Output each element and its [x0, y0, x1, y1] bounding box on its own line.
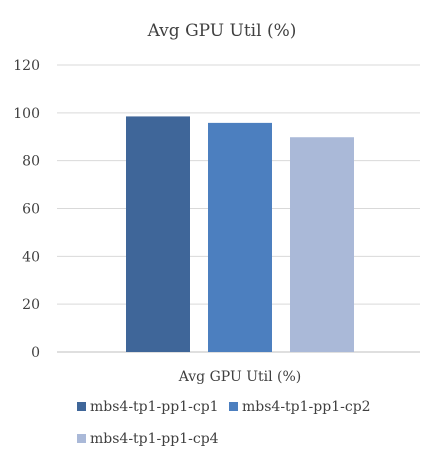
x-category-label: Avg GPU Util (%) [178, 369, 302, 385]
bar-mbs4-tp1-pp1-cp4 [290, 137, 354, 352]
legend-label: mbs4-tp1-pp1-cp2 [242, 399, 371, 415]
legend-label: mbs4-tp1-pp1-cp4 [90, 431, 219, 447]
bar-mbs4-tp1-pp1-cp2 [208, 122, 272, 353]
y-tick-label: 0 [31, 345, 40, 361]
legend-swatch [229, 402, 238, 411]
legend-label: mbs4-tp1-pp1-cp1 [90, 399, 219, 415]
y-tick-label: 60 [22, 202, 40, 218]
y-tick-label: 20 [22, 297, 40, 313]
bars [126, 116, 354, 353]
legend: mbs4-tp1-pp1-cp1 mbs4-tp1-pp1-cp2 mbs4-tp1… [77, 399, 371, 447]
legend-swatch [77, 434, 86, 443]
y-tick-label: 120 [13, 58, 40, 74]
chart-title: Avg GPU Util (%) [147, 21, 297, 41]
legend-swatch [77, 402, 86, 411]
y-axis-ticks: 0 20 40 60 80 100 120 [13, 58, 40, 361]
y-tick-label: 80 [22, 154, 40, 170]
bar-mbs4-tp1-pp1-cp1 [126, 116, 190, 352]
y-tick-label: 40 [22, 249, 40, 265]
y-tick-label: 100 [13, 106, 40, 122]
